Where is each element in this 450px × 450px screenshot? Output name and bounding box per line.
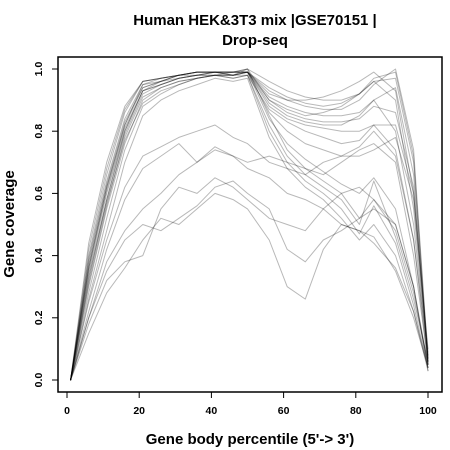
coverage-line-5 [70, 71, 429, 381]
coverage-line-1 [70, 68, 429, 381]
x-tick-label: 60 [278, 405, 290, 417]
y-axis-title: Gene coverage [1, 170, 18, 278]
coverage-line-16 [70, 77, 429, 381]
x-tick-label: 20 [133, 405, 145, 417]
coverage-line-13 [70, 74, 429, 381]
series-lines [70, 68, 429, 381]
y-tick-label: 0.4 [33, 248, 45, 263]
x-tick-label: 80 [350, 405, 362, 417]
coverage-line-18 [70, 143, 429, 381]
coverage-line-6 [70, 71, 429, 381]
coverage-line-7 [70, 71, 429, 381]
y-axis: 0.0 0.2 0.4 0.6 0.8 1.0 [33, 62, 58, 388]
coverage-line-15 [70, 71, 429, 381]
coverage-line-21 [70, 192, 429, 381]
x-tick-label: 0 [64, 405, 70, 417]
y-tick-label: 0.6 [33, 186, 45, 201]
x-tick-label: 100 [419, 405, 437, 417]
coverage-line-14 [70, 71, 429, 381]
coverage-line-8 [70, 68, 429, 381]
coverage-line-4 [70, 68, 429, 381]
plot-frame [57, 56, 443, 393]
coverage-line-17 [70, 124, 429, 381]
coverage-line-12 [70, 71, 429, 381]
y-tick-label: 0.2 [33, 310, 45, 325]
chart-title-line-1: Human HEK&3T3 mix |GSE70151 | [133, 12, 377, 29]
coverage-line-20 [70, 177, 429, 381]
coverage-line-2 [70, 71, 429, 381]
coverage-line-22 [70, 180, 429, 381]
y-tick-label: 0.0 [33, 373, 45, 388]
x-axis: 0 20 40 60 80 100 [64, 392, 437, 417]
y-tick-label: 0.8 [33, 124, 45, 139]
coverage-line-11 [70, 71, 429, 381]
x-axis-title: Gene body percentile (5'-> 3') [146, 431, 354, 448]
x-tick-label: 40 [206, 405, 218, 417]
coverage-line-10 [70, 74, 429, 381]
coverage-line-3 [70, 68, 429, 381]
coverage-line-9 [70, 74, 429, 381]
y-tick-label: 1.0 [33, 62, 45, 77]
chart-title-line-2: Drop-seq [222, 32, 288, 49]
coverage-line-19 [70, 146, 429, 381]
